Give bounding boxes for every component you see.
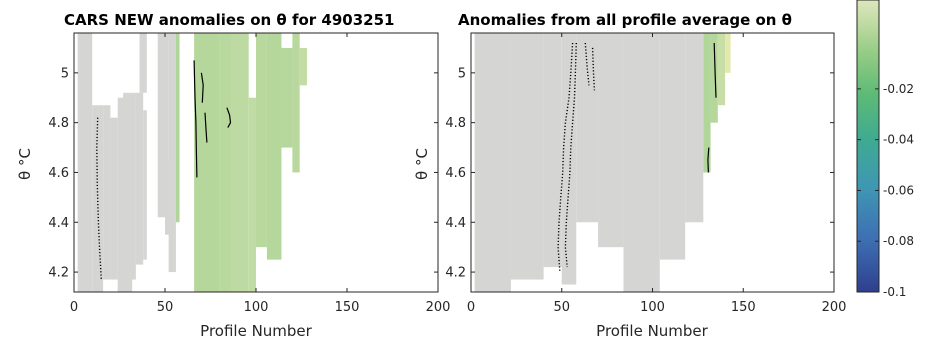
data-band-9 xyxy=(703,33,711,173)
data-band-19 xyxy=(281,47,293,148)
x-tick-label: 0 xyxy=(467,300,475,315)
y-tick-label: 4.8 xyxy=(48,116,69,131)
x-tick-label: 150 xyxy=(335,300,360,315)
left-data-bands xyxy=(77,33,307,292)
data-band-0 xyxy=(474,33,511,292)
data-band-3 xyxy=(561,33,577,285)
left-title: CARS NEW anomalies on θ for 4903251 xyxy=(64,11,394,29)
data-band-12 xyxy=(175,33,180,223)
colorbar-tick-label: -0.06 xyxy=(883,183,914,197)
right-y-ticks: 4.2 4.4 4.6 4.8 5 xyxy=(445,66,834,281)
data-band-5 xyxy=(598,33,624,248)
contour-line-1 xyxy=(564,42,577,268)
contour-line-4 xyxy=(204,112,208,143)
left-x-axis-label: Profile Number xyxy=(200,322,312,340)
x-tick-label: 50 xyxy=(553,300,570,315)
y-tick-label: 5 xyxy=(458,66,466,81)
y-tick-label: 4.6 xyxy=(48,166,69,181)
right-x-ticks: 0 50 100 150 200 xyxy=(467,33,847,315)
data-band-6 xyxy=(135,92,144,265)
x-tick-label: 200 xyxy=(426,300,451,315)
colorbar-gradient xyxy=(856,0,880,293)
y-tick-label: 4.6 xyxy=(445,166,466,181)
colorbar-tick-label: -0.02 xyxy=(883,82,914,96)
x-tick-label: 150 xyxy=(731,300,756,315)
right-y-axis-label: θ °C xyxy=(413,148,431,180)
y-tick-label: 4.8 xyxy=(445,116,466,131)
data-band-10 xyxy=(710,33,718,123)
contour-line-3 xyxy=(226,107,232,128)
x-tick-label: 100 xyxy=(640,300,665,315)
left-x-ticks: 0 50 100 150 200 xyxy=(70,33,451,315)
data-band-8 xyxy=(139,33,147,93)
right-contours xyxy=(557,42,717,273)
contour-line-2 xyxy=(200,72,204,103)
data-band-18 xyxy=(266,33,282,260)
data-band-13 xyxy=(194,33,220,292)
x-tick-label: 200 xyxy=(822,300,847,315)
colorbar: -0.02 -0.04 -0.06 -0.08 -0.1 xyxy=(856,0,914,299)
data-band-0 xyxy=(77,33,93,292)
data-band-3 xyxy=(110,117,118,280)
contour-line-4 xyxy=(713,42,717,98)
left-y-ticks: 4.2 4.4 4.6 4.8 5 xyxy=(48,66,438,281)
data-band-12 xyxy=(725,33,731,73)
data-band-17 xyxy=(256,33,267,248)
y-tick-label: 5 xyxy=(61,66,69,81)
data-band-8 xyxy=(685,33,704,223)
colorbar-tick-label: -0.1 xyxy=(883,285,906,299)
right-title: Anomalies from all profile average on θ xyxy=(458,11,792,29)
x-tick-label: 100 xyxy=(244,300,269,315)
contour-line-0 xyxy=(557,42,574,273)
colorbar-ticks: -0.02 -0.04 -0.06 -0.08 -0.1 xyxy=(857,82,914,299)
data-band-20 xyxy=(292,33,300,173)
data-band-7 xyxy=(143,110,147,260)
data-band-11 xyxy=(717,33,726,106)
y-tick-label: 4.2 xyxy=(445,266,466,281)
data-band-11 xyxy=(168,33,176,273)
y-tick-label: 4.4 xyxy=(445,216,466,231)
contour-line-5 xyxy=(707,147,710,173)
data-band-21 xyxy=(299,47,307,86)
data-band-9 xyxy=(157,33,169,218)
y-tick-label: 4.4 xyxy=(48,216,69,231)
data-band-4 xyxy=(576,33,599,223)
data-band-1 xyxy=(510,33,544,280)
contour-line-1 xyxy=(193,60,198,178)
left-y-axis-label: θ °C xyxy=(16,148,34,180)
data-band-6 xyxy=(623,33,660,292)
x-tick-label: 0 xyxy=(70,300,78,315)
data-band-16 xyxy=(248,97,256,292)
left-axes: 0 50 100 150 200 4.2 4.4 4.6 4.8 5 Profile Numbe… xyxy=(16,11,450,340)
data-band-5 xyxy=(123,92,136,280)
data-band-15 xyxy=(230,33,249,292)
x-tick-label: 50 xyxy=(157,300,174,315)
y-tick-label: 4.2 xyxy=(48,266,69,281)
colorbar-tick-label: -0.08 xyxy=(883,234,914,248)
data-band-2 xyxy=(103,105,111,280)
data-band-7 xyxy=(659,33,686,260)
right-data-bands xyxy=(474,33,731,292)
right-x-axis-label: Profile Number xyxy=(596,322,708,340)
left-contours xyxy=(96,60,232,280)
right-axes: 0 50 100 150 200 4.2 4.4 4.6 4.8 5 Profile Numbe… xyxy=(413,11,846,340)
data-band-2 xyxy=(543,33,562,268)
colorbar-tick-label: -0.04 xyxy=(883,133,914,147)
contour-line-0 xyxy=(96,117,102,280)
